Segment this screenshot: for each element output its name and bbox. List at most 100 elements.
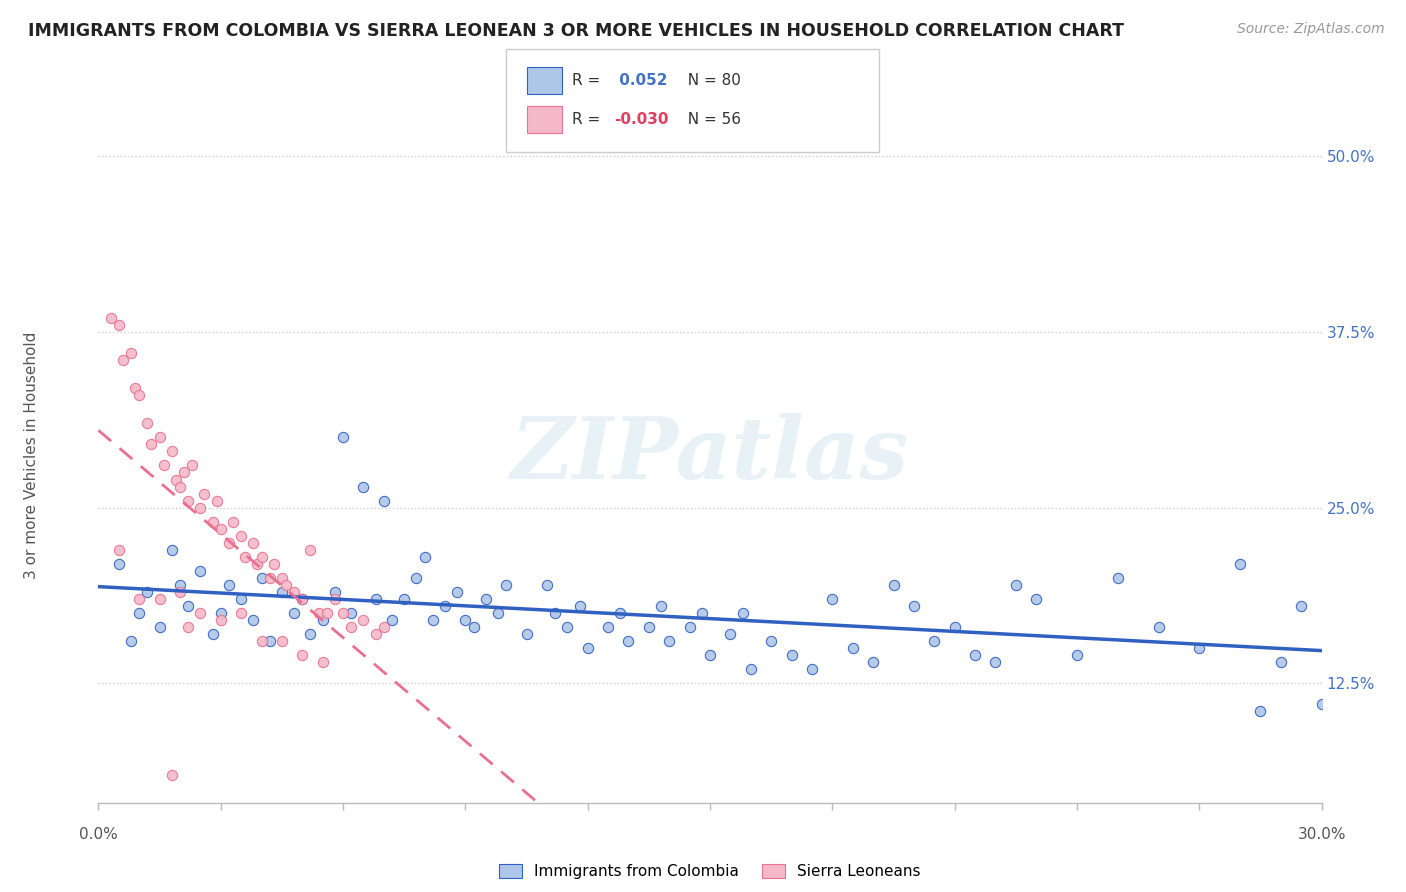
Point	[598, 620, 620, 634]
Point	[100, 310, 122, 325]
Point	[270, 585, 294, 599]
Point	[679, 620, 702, 634]
Text: R =: R =	[572, 73, 606, 87]
Point	[218, 535, 240, 549]
Point	[274, 578, 297, 592]
Point	[173, 466, 195, 480]
Point	[761, 634, 783, 648]
Point	[312, 655, 335, 669]
Point	[299, 542, 322, 557]
Point	[242, 613, 264, 627]
Point	[149, 430, 172, 444]
Point	[1025, 592, 1047, 607]
Point	[128, 388, 150, 402]
Point	[883, 578, 905, 592]
Point	[128, 606, 150, 620]
Point	[209, 606, 232, 620]
Point	[862, 655, 884, 669]
Point	[699, 648, 721, 663]
Point	[731, 606, 754, 620]
Text: ZIPatlas: ZIPatlas	[510, 413, 910, 497]
Point	[231, 592, 253, 607]
Point	[434, 599, 457, 613]
Point	[323, 592, 346, 607]
Point	[169, 585, 191, 599]
Point	[516, 627, 538, 641]
Point	[291, 592, 314, 607]
Text: N = 80: N = 80	[678, 73, 741, 87]
Point	[922, 634, 945, 648]
Point	[740, 662, 762, 676]
Point	[250, 571, 273, 585]
Point	[141, 437, 163, 451]
Point	[188, 606, 212, 620]
Point	[364, 627, 387, 641]
Point	[315, 606, 337, 620]
Point	[340, 620, 363, 634]
Point	[160, 542, 183, 557]
Point	[108, 557, 131, 571]
Point	[250, 549, 273, 564]
Point	[233, 549, 256, 564]
Point	[188, 564, 212, 578]
Text: 30.0%: 30.0%	[1298, 827, 1346, 841]
Point	[209, 522, 232, 536]
Point	[308, 606, 330, 620]
Point	[291, 592, 314, 607]
Point	[495, 578, 517, 592]
Point	[381, 613, 404, 627]
Point	[965, 648, 987, 663]
Point	[1291, 599, 1313, 613]
Point	[160, 444, 183, 458]
Point	[291, 648, 314, 663]
Point	[332, 606, 354, 620]
Text: -0.030: -0.030	[614, 112, 669, 127]
Point	[299, 627, 322, 641]
Point	[165, 473, 187, 487]
Point	[231, 529, 253, 543]
Point	[568, 599, 591, 613]
Point	[259, 571, 281, 585]
Text: Source: ZipAtlas.com: Source: ZipAtlas.com	[1237, 22, 1385, 37]
Point	[352, 613, 374, 627]
Point	[231, 606, 253, 620]
Point	[149, 620, 172, 634]
Point	[984, 655, 1007, 669]
Text: IMMIGRANTS FROM COLOMBIA VS SIERRA LEONEAN 3 OR MORE VEHICLES IN HOUSEHOLD CORRE: IMMIGRANTS FROM COLOMBIA VS SIERRA LEONE…	[28, 22, 1125, 40]
Point	[658, 634, 681, 648]
Point	[446, 585, 468, 599]
Point	[486, 606, 509, 620]
Text: 3 or more Vehicles in Household: 3 or more Vehicles in Household	[24, 331, 38, 579]
Point	[1107, 571, 1129, 585]
Point	[201, 627, 224, 641]
Point	[650, 599, 672, 613]
Point	[270, 571, 294, 585]
Point	[340, 606, 363, 620]
Point	[405, 571, 427, 585]
Point	[120, 634, 142, 648]
Point	[128, 592, 150, 607]
Point	[120, 346, 142, 360]
Point	[218, 578, 240, 592]
Point	[136, 417, 159, 431]
Point	[392, 592, 416, 607]
Point	[638, 620, 661, 634]
Point	[1066, 648, 1088, 663]
Point	[270, 634, 294, 648]
Point	[352, 479, 374, 493]
Point	[181, 458, 204, 473]
Point	[373, 493, 395, 508]
Point	[413, 549, 436, 564]
Point	[263, 557, 285, 571]
Point	[364, 592, 387, 607]
Point	[841, 641, 863, 656]
Point	[124, 381, 146, 395]
Point	[373, 620, 395, 634]
Point	[332, 430, 354, 444]
Point	[111, 353, 134, 368]
Point	[1270, 655, 1292, 669]
Point	[222, 515, 245, 529]
Point	[1310, 698, 1333, 712]
Point	[536, 578, 558, 592]
Text: 0.0%: 0.0%	[79, 827, 118, 841]
